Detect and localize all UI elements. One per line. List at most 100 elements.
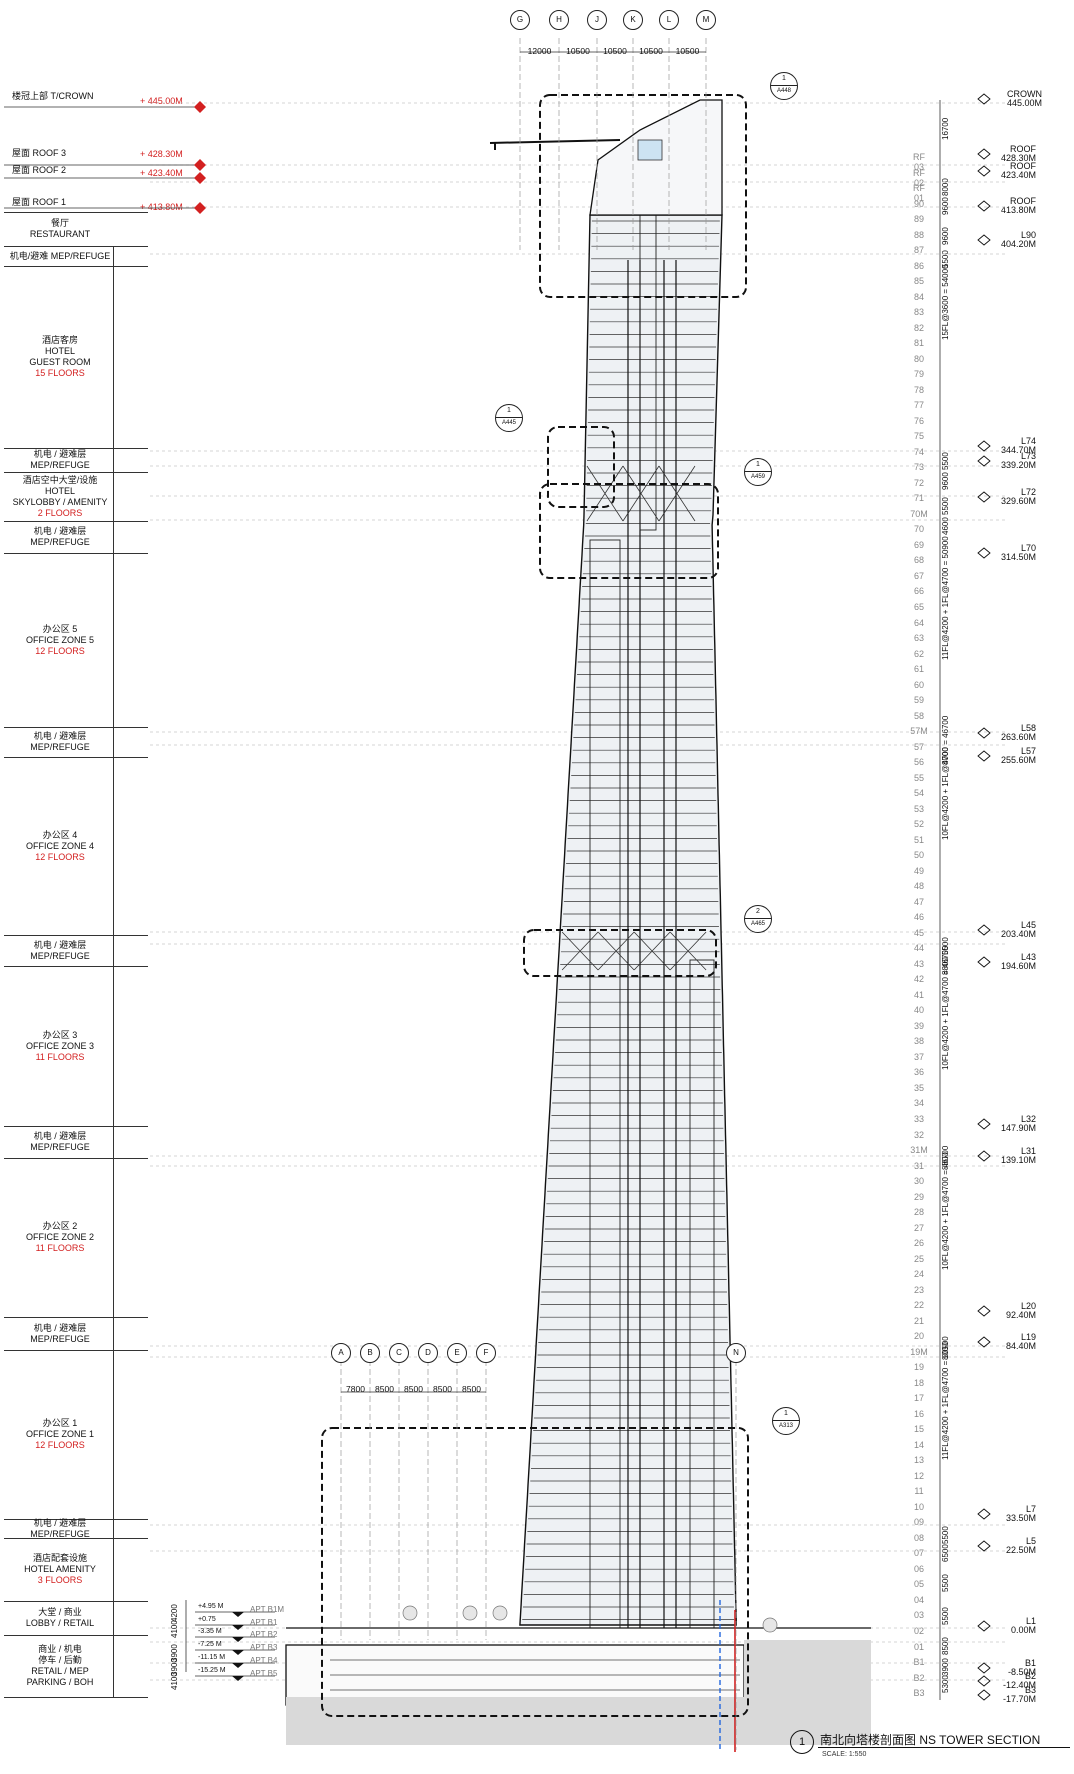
ground-soil (286, 1697, 871, 1745)
vertical-dimension: 3900 (941, 1658, 950, 1676)
level-name: B3 (1024, 1685, 1036, 1695)
floor-number: 72 (913, 477, 924, 488)
level-elevation: 423.40M (1000, 170, 1036, 180)
vertical-dimension: 5300 (941, 1675, 950, 1693)
level-tag: L72 329.60M (992, 488, 1036, 506)
level-tag: L32 147.90M (992, 1115, 1036, 1133)
zone-divider (4, 246, 148, 247)
apt-level-marker (232, 1663, 244, 1668)
floor-number: 16 (913, 1408, 924, 1419)
grid-dimension: 8500 (433, 1384, 452, 1394)
vertical-dimension: 5500 (941, 497, 950, 515)
level-tag: L74 344.70M (992, 437, 1036, 455)
floor-number: 78 (913, 384, 924, 395)
zone-label: 机电 / 避难层 MEP/REFUGE (4, 727, 116, 757)
level-tag: ROOF 428.30M (992, 145, 1036, 163)
zone-name-cn: 办公区 1 (42, 1418, 78, 1428)
basement-outline (285, 1644, 745, 1706)
level-marker (977, 1508, 991, 1520)
level-name: L1 (1025, 1616, 1036, 1626)
zone-label: 办公区 2 OFFICE ZONE 2 11 FLOORS (4, 1158, 116, 1317)
floor-number: 54 (913, 788, 924, 799)
zone-name-en: RESTAURANT (29, 229, 91, 239)
vertical-dimension: 11FL@4200 + 1FL@4700 = 50900 (941, 536, 950, 660)
level-tag: B1 -8.50M (992, 1659, 1036, 1677)
zone-name-cn: 机电 / 避难层 (33, 449, 87, 459)
floor-number: 29 (913, 1191, 924, 1202)
apt-name: APT B2 (250, 1630, 278, 1639)
grid-bubble: D (418, 1343, 438, 1363)
level-label: 楼冠上部 T/CROWN (12, 91, 94, 101)
zone-label: 酒店配套设施 HOTEL AMENITY 3 FLOORS (4, 1538, 116, 1601)
zone-label: 大堂 / 商业 LOBBY / RETAIL (4, 1601, 116, 1635)
zone-name-cn: 酒店配套设施 (32, 1553, 87, 1563)
section-callout: 1 A459 (744, 458, 772, 486)
zone-name-en: MEP/REFUGE (30, 537, 90, 547)
level-tag: B3 -17.70M (992, 1686, 1036, 1704)
detail-boundary (547, 426, 615, 508)
zone-name-cn: 酒店空中大堂/设施 (22, 474, 98, 485)
apt-elevation: +4.95 M (198, 1603, 224, 1610)
level-name: L73 (1020, 451, 1036, 461)
floor-number: 13 (913, 1455, 924, 1466)
zone-name-cn: 办公区 5 (42, 623, 78, 634)
zone-name-cn: 办公区 3 (42, 1029, 78, 1040)
floor-number: 81 (913, 338, 924, 349)
floor-number: RF 03 (913, 152, 925, 172)
level-elevation: 428.30M (1000, 153, 1036, 163)
level-name: B2 (1024, 1671, 1036, 1681)
level-name: ROOF (1010, 161, 1036, 171)
grid-bubble: M (696, 10, 716, 30)
zone-label: 餐厅 RESTAURANT (4, 212, 116, 246)
grid-dimension: 7800 (346, 1384, 365, 1394)
level-name: CROWN (1007, 89, 1042, 99)
elevation-marker (194, 159, 206, 171)
level-marker (977, 455, 991, 467)
zone-floor-count: 11 FLOORS (35, 1051, 85, 1062)
floor-number: 50 (913, 850, 924, 861)
zone-floor-count: 12 FLOORS (35, 645, 85, 656)
vertical-dimension: 9600 (941, 227, 950, 245)
zone-name-cn: 机电 / 避难层 (33, 526, 87, 536)
apt-dimension: 4100 (170, 1620, 179, 1638)
callout-number: 1 (756, 461, 760, 468)
truss-brace (586, 465, 624, 522)
tree-icon (762, 1617, 778, 1633)
level-marker (977, 547, 991, 559)
level-elevation: 194.60M (1000, 961, 1036, 971)
level-name: L5 (1025, 1536, 1036, 1546)
level-marker (977, 1118, 991, 1130)
zone-label: 机电 / 避难层 MEP/REFUGE (4, 1518, 116, 1539)
zone-divider (4, 1601, 148, 1602)
zone-name-en: MEP/REFUGE (30, 1333, 90, 1344)
tree-icon (402, 1605, 418, 1621)
floor-number: 57 (913, 741, 924, 752)
level-elevation: 33.50M (1005, 1513, 1036, 1523)
level-name: L70 (1020, 543, 1036, 553)
drawing-title-block: 1 南北向塔楼剖面图 NS TOWER SECTION SCALE: 1:550 (790, 1729, 1074, 1771)
vertical-dimension: 9600 (941, 197, 950, 215)
level-label: 屋面 ROOF 3 (12, 148, 67, 158)
zone-bracket (113, 246, 114, 1697)
grid-bubble: J (587, 10, 607, 30)
vertical-dimension: 11FL@4200 + 1FL@4700 = 50900 (941, 1336, 950, 1460)
apt-name: APT B5 (250, 1669, 278, 1678)
zone-floor-count: 2 FLOORS (37, 507, 83, 518)
tower-envelope (519, 214, 738, 1626)
floor-number: 75 (913, 431, 924, 442)
floor-number: 30 (913, 1176, 924, 1186)
floor-number: 43 (913, 958, 924, 969)
floor-number: 23 (913, 1284, 924, 1295)
floor-number: 05 (913, 1579, 924, 1590)
apt-elevation: -3.35 M (198, 1628, 222, 1635)
floor-number: 65 (913, 601, 924, 612)
grid-dimension: 12000 (527, 46, 552, 56)
apt-dimension: 4100 (170, 1672, 179, 1690)
level-name: L19 (1020, 1332, 1036, 1342)
zone-label: 办公区 5 OFFICE ZONE 5 12 FLOORS (4, 553, 116, 727)
grid-bubble: C (389, 1343, 409, 1363)
floor-number: 46 (913, 912, 924, 923)
level-tag: L31 139.10M (992, 1147, 1036, 1165)
floor-number: 63 (913, 633, 924, 643)
floor-number: 39 (913, 1020, 924, 1031)
